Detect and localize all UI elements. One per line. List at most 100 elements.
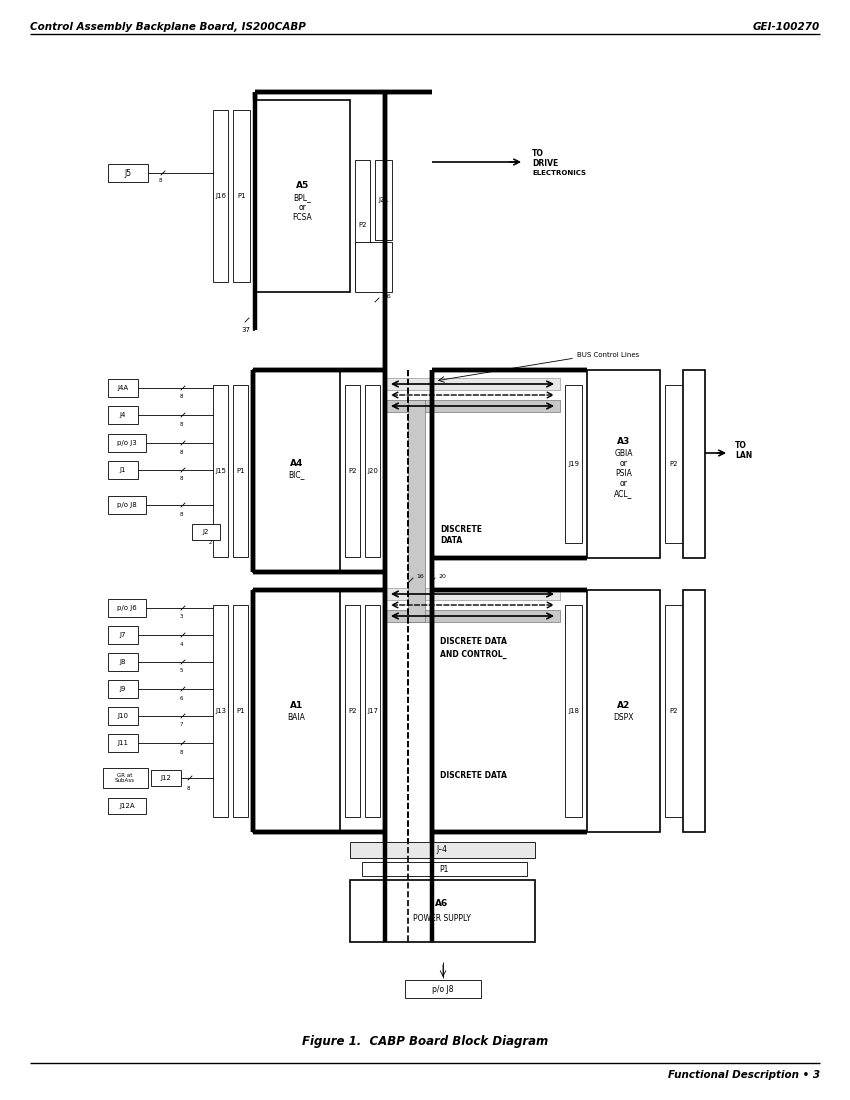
Text: J1: J1	[120, 468, 127, 473]
Text: 8: 8	[158, 178, 162, 184]
Text: P1: P1	[237, 192, 246, 199]
Bar	[233, 110, 250, 282]
Bar	[355, 242, 392, 292]
Bar	[213, 385, 228, 557]
Bar	[385, 378, 560, 390]
Bar	[233, 605, 248, 817]
Text: J12: J12	[161, 776, 172, 781]
Bar	[405, 980, 481, 998]
Text: A2: A2	[617, 701, 630, 710]
Text: 8: 8	[179, 749, 183, 755]
Text: POWER SUPPLY: POWER SUPPLY	[413, 914, 471, 923]
Text: J7: J7	[120, 632, 127, 638]
Bar	[385, 610, 560, 621]
Text: J4: J4	[120, 412, 126, 418]
Text: 16: 16	[416, 573, 424, 579]
Bar	[408, 400, 425, 622]
Text: ACL_: ACL_	[615, 490, 632, 498]
Text: 5: 5	[179, 669, 183, 673]
Text: J13: J13	[215, 708, 226, 714]
Bar	[213, 605, 228, 817]
Bar	[213, 110, 228, 282]
Text: TO: TO	[735, 441, 747, 451]
Text: P2: P2	[358, 222, 366, 228]
Text: J15: J15	[215, 468, 226, 474]
Bar	[108, 653, 138, 671]
Text: J10: J10	[117, 713, 128, 719]
Text: 8: 8	[179, 450, 183, 454]
Text: J17: J17	[367, 708, 378, 714]
Text: J20: J20	[367, 468, 378, 474]
Bar	[683, 590, 705, 832]
Text: p/o J6: p/o J6	[117, 605, 137, 610]
Bar	[565, 605, 582, 817]
Bar	[587, 590, 660, 832]
Bar	[192, 524, 220, 540]
Bar	[683, 370, 705, 558]
Text: PSIA: PSIA	[615, 470, 632, 478]
Text: J8: J8	[120, 659, 127, 666]
Text: P2: P2	[348, 708, 357, 714]
Bar	[355, 160, 370, 290]
Text: J5: J5	[124, 168, 132, 177]
Text: Control Assembly Backplane Board, IS200CABP: Control Assembly Backplane Board, IS200C…	[30, 22, 306, 32]
Text: 7: 7	[179, 723, 183, 727]
Text: DISCRETE DATA: DISCRETE DATA	[440, 770, 507, 780]
Text: J9: J9	[120, 686, 127, 692]
Text: A1: A1	[290, 701, 303, 710]
Text: LAN: LAN	[735, 451, 752, 461]
Text: P1: P1	[236, 468, 245, 474]
Bar	[233, 385, 248, 557]
Text: BUS Control Lines: BUS Control Lines	[577, 352, 639, 358]
Text: DISCRETE
DATA: DISCRETE DATA	[440, 526, 482, 544]
Bar	[385, 588, 560, 600]
Bar	[108, 600, 146, 617]
Text: J2: J2	[203, 529, 209, 535]
Text: 8: 8	[179, 476, 183, 482]
Text: J21: J21	[378, 197, 389, 204]
Bar	[365, 385, 380, 557]
Text: BAIA: BAIA	[287, 713, 305, 722]
Text: 37: 37	[241, 327, 250, 333]
Text: Figure 1.  CABP Board Block Diagram: Figure 1. CABP Board Block Diagram	[302, 1035, 548, 1048]
Text: 4: 4	[179, 641, 183, 647]
Text: P2: P2	[670, 708, 678, 714]
Bar	[253, 370, 340, 572]
Bar	[587, 370, 660, 558]
Text: 6: 6	[179, 695, 183, 701]
Text: 8: 8	[179, 395, 183, 399]
Text: BIC_: BIC_	[288, 471, 305, 480]
Text: GR at
SubAss: GR at SubAss	[115, 772, 135, 783]
Text: AND CONTROL_: AND CONTROL_	[440, 649, 507, 659]
Text: Functional Description • 3: Functional Description • 3	[668, 1070, 820, 1080]
Text: J16: J16	[215, 192, 226, 199]
Bar	[108, 734, 138, 752]
Bar	[108, 496, 146, 514]
Text: J–4: J–4	[437, 846, 447, 855]
Bar	[103, 768, 148, 788]
Bar	[108, 434, 146, 452]
Text: J18: J18	[568, 708, 579, 714]
Text: P1: P1	[236, 708, 245, 714]
Text: A5: A5	[296, 182, 309, 190]
Bar	[255, 100, 350, 292]
Bar	[665, 605, 683, 817]
Text: 8: 8	[179, 421, 183, 427]
Text: A3: A3	[617, 438, 630, 447]
Bar	[362, 862, 527, 876]
Bar	[665, 385, 683, 543]
Text: J19: J19	[568, 461, 579, 468]
Bar	[345, 605, 360, 817]
Text: J12A: J12A	[119, 803, 135, 808]
Bar	[365, 605, 380, 817]
Bar	[108, 626, 138, 644]
Text: FCSA: FCSA	[292, 213, 312, 222]
Text: 20: 20	[439, 573, 447, 579]
Bar	[253, 590, 340, 832]
Text: TO: TO	[532, 148, 544, 157]
Bar	[108, 406, 138, 424]
Text: P2: P2	[670, 461, 678, 468]
Text: BPL_: BPL_	[293, 194, 311, 202]
Text: 8: 8	[186, 785, 190, 791]
Text: 16: 16	[383, 294, 391, 298]
